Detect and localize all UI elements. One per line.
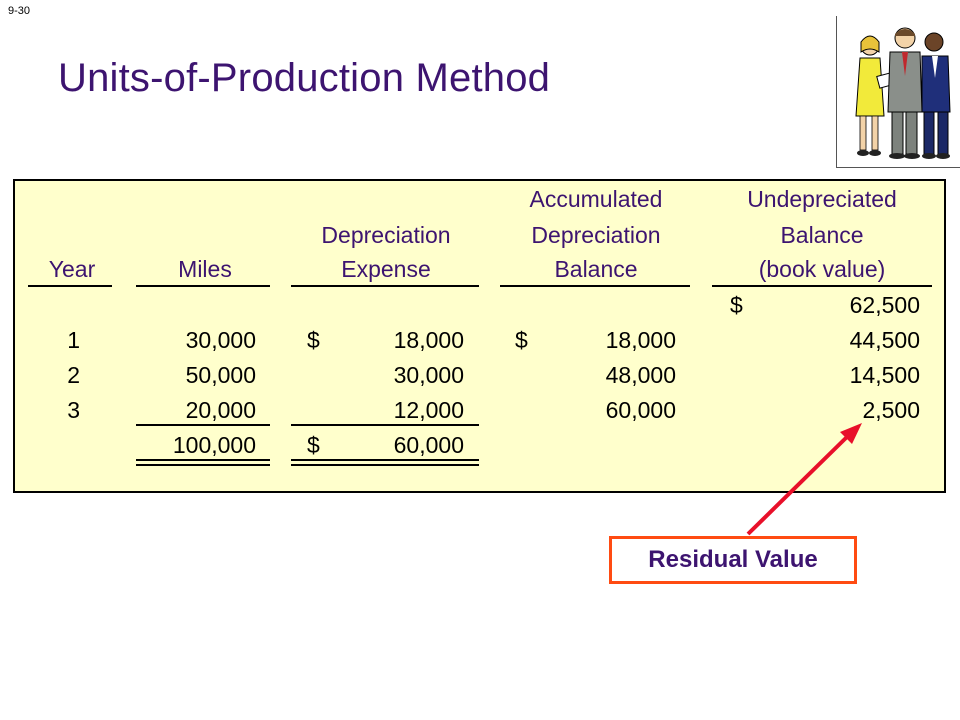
row1-balance: 44,500 xyxy=(849,327,920,353)
total-double-rule-miles-top xyxy=(136,459,270,461)
row1-expense: 18,000 xyxy=(393,327,464,353)
opening-balance-value: 62,500 xyxy=(849,292,920,318)
row3-balance: 2,500 xyxy=(862,397,920,423)
header-depreciation-expense-line2: Expense xyxy=(341,256,431,282)
row1-year: 1 xyxy=(67,327,80,353)
row2-expense: 30,000 xyxy=(393,362,464,388)
header-miles: Miles xyxy=(178,256,232,282)
header-depreciation-expense-line1: Depreciation xyxy=(321,222,451,248)
row2-year: 2 xyxy=(67,362,80,388)
header-rule-expense xyxy=(291,285,479,287)
row1-miles: 30,000 xyxy=(185,327,256,353)
row2-balance: 14,500 xyxy=(849,362,920,388)
header-undepreciated-line2: Balance xyxy=(780,222,864,248)
header-year: Year xyxy=(48,256,96,282)
total-double-rule-expense-top xyxy=(291,459,479,461)
page-title: Units-of-Production Method xyxy=(58,56,551,100)
header-undepreciated-line1: Undepreciated xyxy=(747,186,897,212)
header-rule-accumulated xyxy=(500,285,690,287)
row3-expense: 12,000 xyxy=(393,397,464,423)
row3-year: 3 xyxy=(67,397,80,423)
header-rule-year xyxy=(28,285,112,287)
total-double-rule-expense-bottom xyxy=(291,464,479,466)
opening-balance-dollar: $ xyxy=(730,292,743,318)
slide-number: 9-30 xyxy=(8,5,31,17)
residual-value-callout: Residual Value xyxy=(609,536,857,584)
header-undepreciated-line3: (book value) xyxy=(758,256,886,282)
row1-accumulated-dollar: $ xyxy=(515,327,528,353)
row2-miles: 50,000 xyxy=(185,362,256,388)
row1-accumulated: 18,000 xyxy=(605,327,676,353)
header-rule-miles xyxy=(136,285,270,287)
subtotal-rule-miles xyxy=(136,424,270,426)
header-accumulated-line1: Accumulated xyxy=(529,186,663,212)
total-double-rule-miles-bottom xyxy=(136,464,270,466)
business-people-clipart-icon xyxy=(836,16,960,168)
row2-accumulated: 48,000 xyxy=(605,362,676,388)
total-miles: 100,000 xyxy=(172,432,256,458)
header-accumulated-line2: Depreciation xyxy=(531,222,661,248)
row1-expense-dollar: $ xyxy=(307,327,320,353)
row3-accumulated: 60,000 xyxy=(605,397,676,423)
row3-miles: 20,000 xyxy=(185,397,256,423)
depreciation-table xyxy=(13,179,946,493)
total-expense-dollar: $ xyxy=(307,432,320,458)
subtotal-rule-expense xyxy=(291,424,479,426)
header-accumulated-line3: Balance xyxy=(554,256,638,282)
header-rule-balance xyxy=(712,285,932,287)
total-expense: 60,000 xyxy=(393,432,464,458)
